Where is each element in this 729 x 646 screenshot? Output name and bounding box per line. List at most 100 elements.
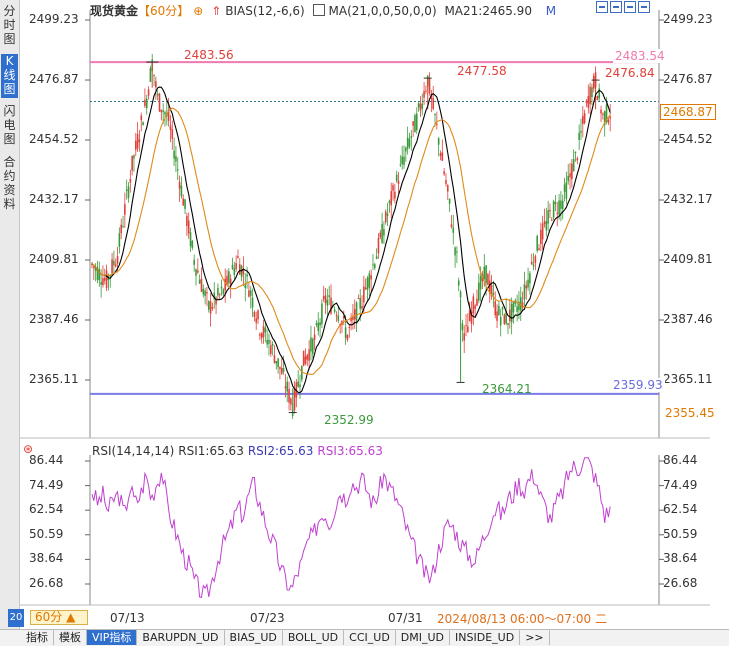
- left-edge-marker: 20: [8, 609, 24, 627]
- candle-body: [308, 349, 310, 361]
- tab-contract-info[interactable]: 合约资料: [3, 155, 16, 211]
- candle-body: [370, 275, 372, 280]
- candle-body: [361, 305, 363, 309]
- tab-indicators[interactable]: 指标: [0, 630, 54, 645]
- trough-label-2: 2364.21: [482, 382, 532, 396]
- price-tick-right: 2365.11: [663, 372, 713, 386]
- candle-body: [607, 119, 610, 123]
- candle-body: [437, 138, 440, 145]
- tab-timeshare[interactable]: 分时图: [3, 4, 16, 46]
- tab-more[interactable]: >>: [520, 630, 550, 645]
- candle-body: [209, 301, 212, 314]
- candle-body: [525, 285, 528, 289]
- price-tick-right: 2387.46: [663, 312, 713, 326]
- tab-boll[interactable]: BOLL_UD: [283, 630, 345, 645]
- candle-body: [405, 147, 407, 152]
- rsi-tick: 50.59: [29, 526, 64, 541]
- candle-body: [428, 78, 431, 94]
- candle-body: [459, 291, 462, 298]
- candle-body: [392, 185, 394, 191]
- candle-body: [266, 339, 268, 345]
- candle-body: [587, 96, 590, 108]
- tab-cci[interactable]: CCI_UD: [344, 630, 396, 645]
- candle-body: [171, 129, 174, 139]
- candle-body: [448, 198, 451, 204]
- candle-body: [572, 158, 575, 172]
- bias-indicator[interactable]: BIAS(12,-6,6): [225, 4, 305, 18]
- period-button[interactable]: 60分 ▲: [30, 610, 88, 625]
- tab-templates[interactable]: 模板: [54, 630, 87, 645]
- candle-body: [111, 259, 113, 274]
- price-chart[interactable]: [20, 0, 710, 440]
- candle-body: [507, 322, 509, 325]
- fit-icon[interactable]: [624, 1, 636, 13]
- candle-body: [229, 278, 232, 286]
- rsi-tick: 50.59: [663, 526, 698, 541]
- candle-body: [280, 367, 283, 374]
- candle-body: [191, 240, 194, 248]
- tab-bias[interactable]: BIAS_UD: [225, 630, 283, 645]
- candle-body: [602, 113, 604, 115]
- candle-body: [328, 295, 330, 298]
- candle-body: [116, 256, 119, 264]
- candle-body: [248, 290, 250, 297]
- left-sidebar: 分时图 K线图 闪电图 合约资料: [0, 0, 20, 645]
- time-label-3: 07/31: [388, 611, 423, 625]
- candle-body: [337, 315, 340, 321]
- candle-body: [510, 303, 513, 323]
- crosshair-icon[interactable]: ⊛: [23, 442, 34, 456]
- candle-body: [399, 164, 402, 166]
- period-label[interactable]: 【60分】: [138, 4, 190, 18]
- rsi-tick: 62.54: [663, 502, 698, 517]
- candle-body: [384, 211, 387, 223]
- candle-body: [195, 269, 197, 276]
- candles: [91, 53, 611, 420]
- candle-body: [472, 296, 475, 314]
- candle-body: [589, 86, 591, 105]
- zoom-icon[interactable]: [610, 1, 622, 13]
- candle-body: [454, 247, 456, 256]
- rsi-title[interactable]: RSI(14,14,14): [92, 444, 175, 458]
- tab-inside[interactable]: INSIDE_UD: [450, 630, 521, 645]
- mode-label[interactable]: M: [545, 4, 557, 18]
- candle-body: [299, 384, 301, 388]
- candle-body: [423, 91, 425, 98]
- tab-vip-indicators[interactable]: VIP指标: [87, 630, 138, 645]
- price-tick-right: 2499.23: [663, 12, 713, 26]
- candle-body: [162, 110, 164, 112]
- candle-body: [125, 189, 128, 192]
- candle-body: [293, 389, 296, 411]
- move-icon[interactable]: [596, 1, 608, 13]
- ma-indicator[interactable]: MA(21,0,0,50,0,0): [328, 4, 437, 18]
- candle-body: [218, 294, 221, 296]
- settings-icon[interactable]: ⊕: [193, 4, 204, 18]
- candle-body: [414, 115, 416, 133]
- tab-dmi[interactable]: DMI_UD: [396, 630, 451, 645]
- candle-body: [290, 398, 292, 405]
- candle-body: [344, 327, 347, 338]
- ma-icon[interactable]: [312, 4, 325, 16]
- upper-line-value: 2483.54: [613, 49, 667, 63]
- candle-body: [603, 111, 606, 125]
- candle-body: [519, 297, 522, 311]
- candle-body: [558, 200, 560, 215]
- rsi-tick: 74.49: [29, 477, 64, 492]
- tab-flash[interactable]: 闪电图: [3, 104, 16, 146]
- price-tick-left: 2476.87: [29, 72, 79, 87]
- candle-body: [346, 335, 349, 341]
- candle-body: [319, 322, 321, 326]
- candle-body: [251, 297, 254, 308]
- tab-kline[interactable]: K线图: [1, 54, 18, 98]
- candle-body: [176, 169, 179, 171]
- candle-body: [386, 213, 389, 216]
- candle-body: [576, 158, 579, 161]
- candle-body: [187, 220, 190, 234]
- candle-body: [155, 81, 157, 88]
- candle-body: [496, 311, 498, 321]
- candle-body: [120, 224, 122, 234]
- expand-icon[interactable]: [638, 1, 650, 13]
- candle-body: [549, 209, 551, 212]
- candle-body: [204, 290, 206, 296]
- tab-barupdn[interactable]: BARUPDN_UD: [137, 630, 225, 645]
- candle-body: [240, 265, 243, 278]
